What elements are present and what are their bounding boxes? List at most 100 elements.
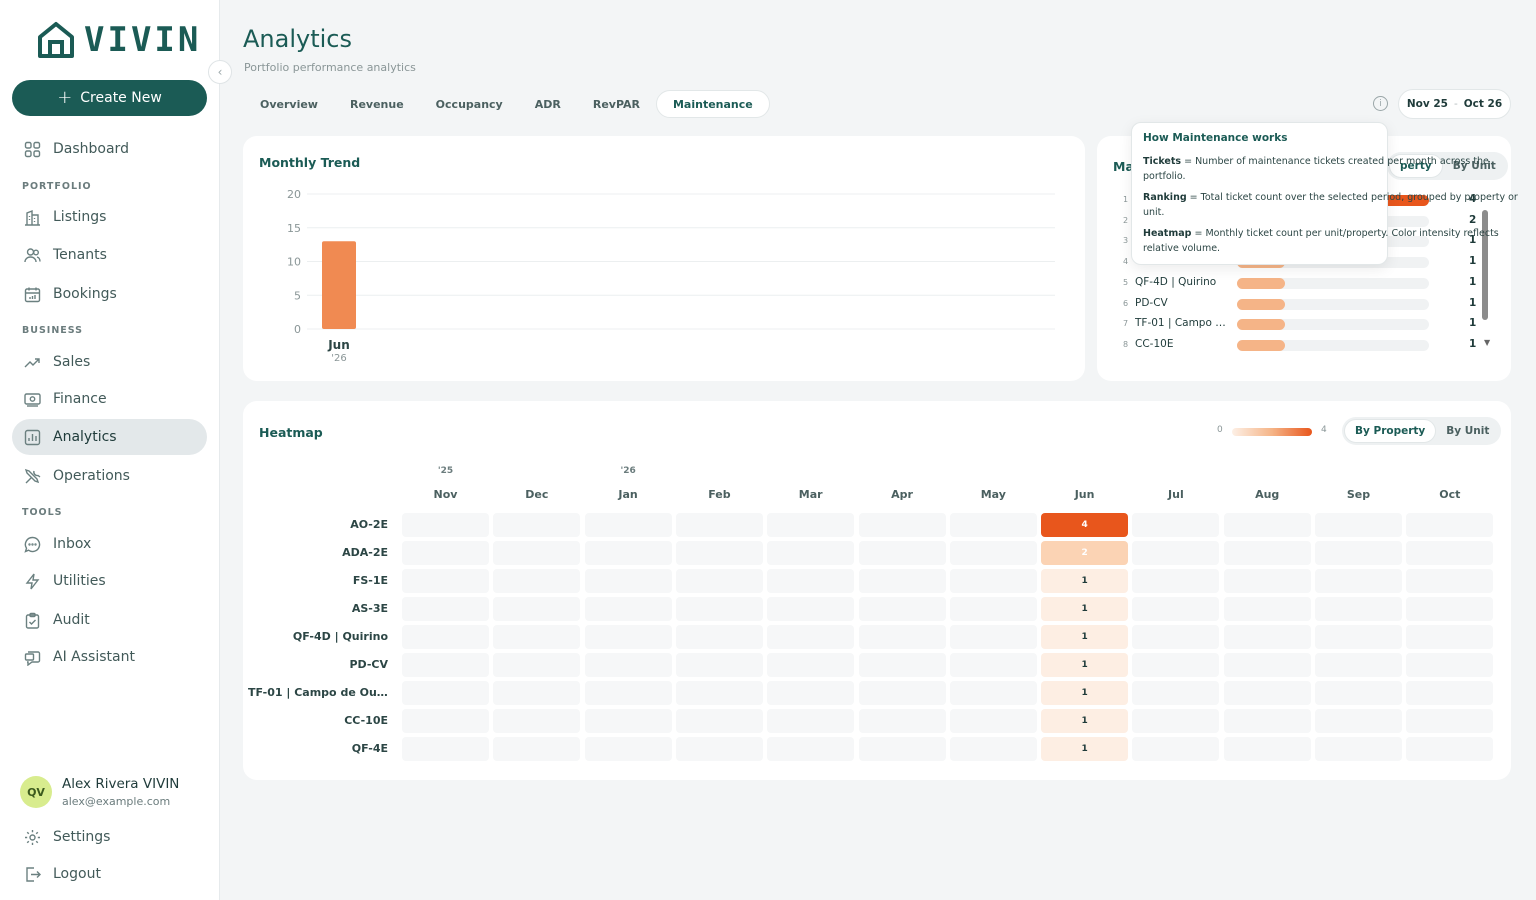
heatmap-cell[interactable] — [1223, 681, 1311, 705]
heatmap-cell[interactable] — [1406, 597, 1494, 621]
heatmap-cell[interactable] — [858, 541, 946, 565]
heatmap-cell[interactable] — [1315, 681, 1402, 705]
heatmap-cell[interactable] — [675, 569, 763, 593]
heatmap-cell[interactable] — [1406, 569, 1494, 593]
heatmap-cell[interactable] — [1223, 597, 1311, 621]
heatmap-cell[interactable] — [675, 597, 763, 621]
heatmap-cell[interactable] — [675, 625, 763, 649]
heatmap-cell[interactable] — [584, 737, 672, 761]
heatmap-cell[interactable] — [767, 541, 855, 565]
heatmap-cell[interactable] — [675, 737, 763, 761]
heatmap-cell[interactable] — [1406, 541, 1494, 565]
heatmap-cell[interactable]: 1 — [1041, 625, 1129, 649]
heatmap-cell[interactable] — [1223, 513, 1311, 537]
ranking-by-unit-button[interactable]: By Unit — [1452, 160, 1496, 172]
sidebar-item-bookings[interactable]: Bookings — [12, 276, 207, 312]
heatmap-cell[interactable] — [767, 513, 855, 537]
heatmap-cell[interactable]: 1 — [1041, 737, 1129, 761]
tab-revpar[interactable]: RevPAR — [592, 97, 640, 111]
sidebar-item-ai-assistant[interactable]: AI Assistant — [12, 639, 207, 675]
heatmap-cell[interactable] — [858, 737, 946, 761]
heatmap-cell[interactable] — [402, 653, 489, 677]
sidebar-item-inbox[interactable]: Inbox — [12, 526, 207, 562]
heatmap-cell[interactable] — [1406, 653, 1494, 677]
heatmap-cell[interactable] — [949, 737, 1037, 761]
ranking-row[interactable]: 6 PD-CV 1 — [1097, 294, 1511, 315]
heatmap-cell[interactable] — [675, 513, 763, 537]
heatmap-cell[interactable] — [858, 625, 946, 649]
sidebar-item-analytics[interactable]: Analytics — [12, 419, 207, 455]
heatmap-cell[interactable] — [1223, 653, 1311, 677]
heatmap-cell[interactable] — [1132, 737, 1220, 761]
trend-bar[interactable] — [322, 241, 356, 329]
heatmap-cell[interactable] — [1132, 513, 1220, 537]
heatmap-cell[interactable] — [402, 681, 489, 705]
heatmap-cell[interactable] — [493, 709, 581, 733]
tab-revenue[interactable]: Revenue — [349, 97, 404, 111]
heatmap-cell[interactable] — [858, 569, 946, 593]
heatmap-cell[interactable] — [675, 709, 763, 733]
tab-adr[interactable]: ADR — [534, 97, 561, 111]
heatmap-cell[interactable]: 1 — [1041, 569, 1129, 593]
heatmap-cell[interactable] — [493, 625, 581, 649]
heatmap-cell[interactable] — [767, 681, 855, 705]
heatmap-cell[interactable] — [584, 653, 672, 677]
heatmap-cell[interactable] — [402, 737, 489, 761]
tab-overview[interactable]: Overview — [260, 97, 318, 111]
heatmap-cell[interactable] — [767, 569, 855, 593]
heatmap-cell[interactable] — [1223, 709, 1311, 733]
heatmap-cell[interactable] — [493, 681, 581, 705]
sidebar-item-finance[interactable]: Finance — [12, 381, 207, 417]
heatmap-cell[interactable] — [402, 541, 489, 565]
create-new-button[interactable]: + Create New — [12, 80, 207, 116]
heatmap-cell[interactable] — [584, 597, 672, 621]
heatmap-cell[interactable] — [858, 513, 946, 537]
heatmap-cell[interactable]: 1 — [1041, 653, 1129, 677]
heatmap-cell[interactable] — [402, 597, 489, 621]
heatmap-cell[interactable] — [1223, 541, 1311, 565]
scroll-down-icon[interactable]: ▼ — [1484, 338, 1491, 347]
heatmap-cell[interactable] — [858, 709, 946, 733]
sidebar-item-logout[interactable]: Logout — [12, 856, 207, 892]
heatmap-cell[interactable] — [1315, 597, 1402, 621]
heatmap-cell[interactable] — [949, 513, 1037, 537]
heatmap-cell[interactable] — [1132, 709, 1220, 733]
heatmap-cell[interactable] — [402, 709, 489, 733]
sidebar-item-dashboard[interactable]: Dashboard — [12, 131, 207, 167]
ranking-row[interactable]: 5 QF-4D | Quirino 1 — [1097, 273, 1511, 294]
heatmap-cell[interactable] — [949, 597, 1037, 621]
user-profile[interactable]: QV Alex Rivera VIVIN alex@example.com — [20, 776, 179, 808]
heatmap-cell[interactable] — [767, 737, 855, 761]
info-icon[interactable]: i — [1373, 96, 1388, 111]
heatmap-cell[interactable] — [949, 569, 1037, 593]
ranking-scrollbar[interactable] — [1482, 210, 1488, 320]
heatmap-cell[interactable] — [949, 681, 1037, 705]
ranking-by-property-button[interactable]: perty — [1389, 154, 1443, 178]
heatmap-cell[interactable] — [584, 513, 672, 537]
heatmap-cell[interactable] — [675, 653, 763, 677]
heatmap-cell[interactable] — [493, 737, 581, 761]
heatmap-by-property-button[interactable]: By Property — [1344, 419, 1437, 443]
heatmap-cell[interactable] — [1406, 709, 1494, 733]
heatmap-cell[interactable] — [767, 709, 855, 733]
heatmap-cell[interactable]: 2 — [1041, 541, 1129, 565]
sidebar-item-settings[interactable]: Settings — [12, 819, 207, 855]
heatmap-cell[interactable] — [1315, 625, 1402, 649]
sidebar-item-utilities[interactable]: Utilities — [12, 563, 207, 599]
heatmap-cell[interactable] — [1132, 541, 1220, 565]
heatmap-cell[interactable] — [1406, 737, 1494, 761]
heatmap-cell[interactable] — [1132, 597, 1220, 621]
heatmap-cell[interactable] — [1315, 653, 1402, 677]
heatmap-cell[interactable] — [675, 541, 763, 565]
heatmap-cell[interactable] — [1223, 625, 1311, 649]
ranking-row[interactable]: 8 CC-10E 1 — [1097, 335, 1511, 356]
heatmap-cell[interactable] — [1132, 653, 1220, 677]
collapse-sidebar-button[interactable]: ‹ — [208, 60, 232, 84]
heatmap-cell[interactable] — [1315, 709, 1402, 733]
heatmap-cell[interactable] — [584, 625, 672, 649]
sidebar-item-sales[interactable]: Sales — [12, 344, 207, 380]
sidebar-item-operations[interactable]: Operations — [12, 458, 207, 494]
heatmap-cell[interactable] — [1223, 569, 1311, 593]
heatmap-cell[interactable] — [402, 569, 489, 593]
heatmap-cell[interactable] — [493, 569, 581, 593]
